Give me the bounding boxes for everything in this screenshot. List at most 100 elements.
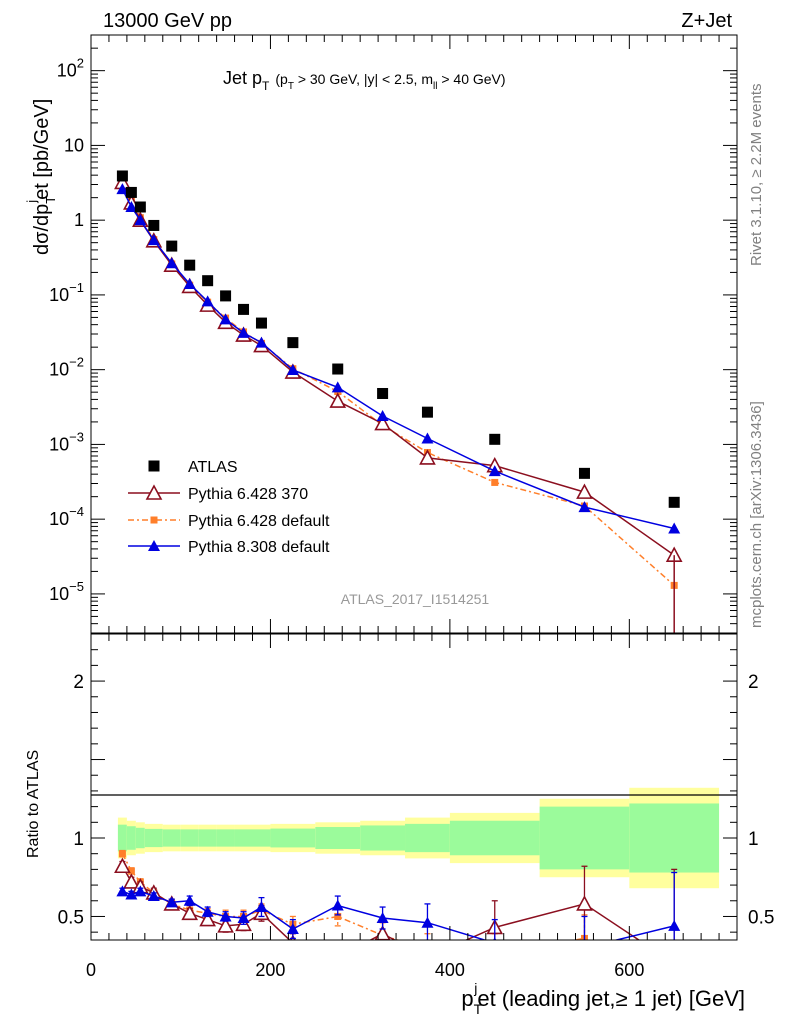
main-panel: 102 10 1 10−1 10−2 10−3 10−4 10−5 Jet pT (pT > 3… (24, 34, 738, 634)
main-data-point (576, 483, 593, 499)
main-data-point (421, 432, 434, 444)
ratio-panel: 0.5 0.5 1 1 2 2 0 200 400 600 Ratio to ATLAS pTj… (25, 633, 774, 1017)
stat-uncertainty-band (539, 806, 630, 870)
ratio-data-point (376, 912, 389, 924)
main-y-tick-label: 1 (74, 210, 84, 230)
ratio-data-point (331, 950, 345, 963)
stat-uncertainty-band (252, 829, 271, 847)
main-data-point (331, 381, 344, 393)
main-data-point (668, 522, 681, 534)
ratio-y-tick-label-left: 2 (73, 672, 84, 693)
ratio-y-tick-label-right: 0.5 (748, 907, 774, 928)
x-axis-label: pTjet (leading jet,≥ 1 jet) [GeV] (461, 980, 745, 1017)
main-data-point (116, 170, 128, 182)
main-title: Jet pT (pT > 30 GeV, |y| < 2.5, mll > 40 … (223, 68, 506, 93)
ratio-y-tick-label-left: 0.5 (58, 907, 84, 928)
main-data-point (421, 406, 433, 418)
ratio-data-point (127, 867, 135, 875)
main-data-point (116, 183, 129, 195)
legend: ATLAS Pythia 6.428 370 Pythia 6.428 defaul… (128, 459, 330, 556)
ratio-y-ticks: 0.5 0.5 1 1 2 2 (58, 649, 774, 933)
main-y-tick-label: 102 (57, 56, 84, 81)
main-data-point (376, 409, 389, 421)
main-data-point (255, 336, 268, 348)
main-x-ticks (90, 35, 720, 633)
main-data-point (668, 496, 680, 508)
main-data-point (419, 449, 436, 465)
main-y-tick-label: 10−5 (49, 579, 84, 604)
ratio-data-point (199, 910, 216, 927)
main-data-point (489, 433, 501, 445)
ratio-data-point (219, 910, 232, 922)
stat-uncertainty-band (405, 823, 450, 853)
main-data-point (286, 363, 299, 375)
main-data-point (374, 414, 391, 431)
main-y-tick-label: 10−1 (49, 280, 84, 305)
main-data-point (238, 303, 250, 315)
legend-marker (150, 516, 158, 524)
main-data-point (125, 186, 137, 198)
ratio-data-point (671, 979, 678, 986)
ratio-series-layer (114, 849, 681, 986)
legend-label: Pythia 8.308 default (188, 539, 330, 556)
ratio-data-point (668, 919, 681, 931)
main-data-point (377, 387, 389, 399)
stat-uncertainty-band (449, 820, 540, 856)
legend-label: Pythia 6.428 default (188, 513, 330, 530)
ratio-y-tick-label-right: 2 (748, 672, 759, 693)
stat-uncertainty-band (629, 803, 720, 873)
main-data-point (578, 501, 591, 513)
main-y-tick-label: 10−4 (49, 504, 84, 529)
stat-uncertainty-band (180, 829, 199, 847)
main-data-point (165, 257, 178, 269)
ratio-y-axis-label: Ratio to ATLAS (25, 750, 42, 858)
main-data-point (148, 219, 160, 231)
ratio-data-point (255, 901, 268, 913)
legend-label: ATLAS (188, 459, 238, 476)
source-label: mcplots.cern.ch [arXiv:1306.3436] (748, 401, 765, 628)
ratio-data-point (201, 905, 214, 917)
ratio-data-point (331, 899, 344, 911)
stat-uncertainty-band (360, 825, 406, 851)
main-data-point (184, 259, 196, 271)
ratio-data-point (667, 957, 681, 970)
x-tick-label: 200 (255, 960, 285, 980)
main-data-point (332, 363, 344, 375)
main-data-point (287, 337, 299, 349)
stat-uncertainty-band (270, 828, 316, 848)
main-series-line (121, 188, 675, 530)
ratio-data-point (116, 885, 129, 897)
stat-uncertainty-band (135, 827, 145, 849)
ratio-x-ticks: 0 200 400 600 (86, 634, 720, 980)
x-tick-label: 600 (614, 960, 644, 980)
rivet-label: Rivet 3.1.10, ≥ 2.2M events (748, 84, 765, 267)
main-y-ticks: 102 10 1 10−1 10−2 10−3 10−4 10−5 (49, 34, 737, 634)
ratio-data-point (147, 890, 160, 902)
main-y-axis-label: dσ/dpTjet [pb/GeV] (24, 99, 58, 255)
ratio-uncertainty-bands (117, 787, 720, 889)
main-data-point (201, 295, 214, 307)
stat-uncertainty-band (126, 826, 136, 850)
stat-uncertainty-band (162, 829, 181, 847)
main-data-point (134, 214, 147, 226)
ratio-frame (90, 633, 738, 941)
x-tick-label: 0 (86, 960, 96, 980)
main-data-point (202, 275, 214, 287)
stat-uncertainty-band (198, 829, 217, 847)
ratio-data-point (576, 895, 593, 911)
main-data-point (578, 467, 590, 479)
ratio-data-point (286, 923, 299, 935)
ratio-data-point (118, 850, 126, 858)
main-y-tick-label: 10−3 (49, 429, 84, 454)
ratio-data-point (114, 857, 131, 874)
ratio-y-tick-label-right: 1 (748, 829, 759, 850)
main-data-point (134, 201, 146, 213)
stat-uncertainty-band (144, 828, 163, 848)
main-y-tick-label: 10 (64, 135, 84, 155)
ratio-data-point (237, 912, 250, 924)
ratio-data-point (420, 950, 434, 963)
ratio-data-point (183, 894, 196, 906)
stat-uncertainty-band (234, 829, 253, 847)
energy-label: 13000 GeV pp (103, 10, 232, 32)
